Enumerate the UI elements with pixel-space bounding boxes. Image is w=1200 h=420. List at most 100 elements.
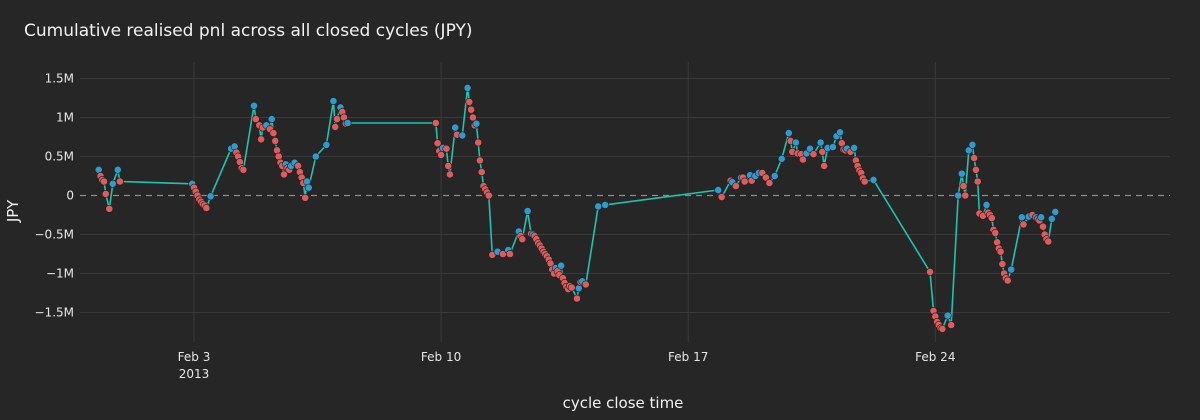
up-point-marker [601, 200, 610, 209]
up-point-marker [557, 261, 565, 270]
up-point-marker [1047, 214, 1056, 223]
x-tick-label: Feb 3 [178, 350, 211, 364]
down-point-marker [442, 144, 451, 153]
up-point-marker [829, 143, 837, 151]
down-point-marker [762, 173, 770, 182]
down-point-marker [1003, 276, 1012, 285]
up-point-marker [594, 202, 603, 211]
down-point-marker [998, 260, 1007, 268]
chart-title: Cumulative realised pnl across all close… [24, 21, 472, 41]
up-point-marker [113, 165, 122, 174]
down-point-marker [431, 119, 440, 127]
down-point-marker [959, 182, 968, 190]
down-point-marker [938, 324, 947, 333]
down-point-marker [732, 182, 740, 190]
down-point-marker [860, 177, 869, 186]
up-point-marker [329, 97, 338, 105]
up-point-marker [816, 138, 825, 147]
up-point-marker [472, 119, 481, 128]
up-point-marker [311, 152, 320, 161]
y-tick-label: −0.5M [35, 228, 75, 242]
down-point-marker [961, 191, 970, 200]
up-point-marker [1051, 207, 1060, 216]
down-point-marker [100, 177, 108, 186]
up-point-marker [463, 84, 472, 92]
up-point-marker [458, 131, 467, 140]
down-point-marker [1039, 222, 1047, 231]
x-axis-label: cycle close time [563, 394, 684, 412]
down-point-marker [1019, 220, 1028, 229]
up-point-marker [836, 128, 844, 137]
down-point-marker [765, 179, 774, 187]
up-point-marker [770, 172, 779, 180]
down-point-marker [505, 250, 514, 258]
up-point-marker [777, 154, 786, 163]
x-tick-label: Feb 10 [421, 350, 461, 364]
grid-lines [80, 62, 1170, 342]
down-point-marker [239, 165, 248, 174]
down-point-marker [1044, 237, 1053, 246]
x-axis-ticks: Feb 3 2013 Feb 10 Feb 17 Feb 24 [178, 350, 956, 381]
down-point-marker [271, 136, 280, 145]
down-point-marker [926, 267, 934, 276]
pnl-series [94, 84, 1060, 333]
down-point-marker [740, 177, 749, 186]
down-point-marker [468, 113, 477, 122]
up-point-marker [964, 146, 973, 155]
down-point-marker [251, 115, 260, 123]
down-point-marker [477, 168, 486, 176]
up-point-marker [250, 101, 258, 110]
down-point-marker [467, 105, 475, 114]
y-tick-label: 1M [56, 111, 74, 125]
down-point-marker [947, 321, 956, 329]
up-point-marker [714, 186, 723, 194]
down-point-marker [717, 193, 726, 201]
x-tick-label: 2013 [179, 367, 210, 381]
down-point-marker [280, 170, 288, 179]
down-point-marker [269, 129, 278, 137]
down-point-marker [991, 228, 1000, 237]
up-point-marker [451, 123, 460, 132]
down-point-marker [433, 139, 442, 148]
down-point-marker [101, 189, 110, 198]
up-point-marker [869, 175, 878, 184]
down-point-marker [567, 283, 576, 292]
up-point-marker [322, 140, 331, 149]
down-point-marker [202, 204, 211, 212]
y-tick-label: 0 [66, 189, 74, 203]
down-point-marker [973, 177, 982, 186]
down-point-marker [437, 150, 445, 159]
up-point-marker [850, 143, 858, 152]
down-point-marker [474, 138, 483, 147]
y-tick-label: 0.5M [45, 150, 74, 164]
down-point-marker [333, 115, 341, 123]
up-point-marker [968, 140, 977, 149]
up-point-marker [267, 115, 276, 123]
down-point-marker [987, 214, 996, 222]
down-point-marker [116, 177, 124, 186]
up-point-marker [806, 144, 814, 153]
down-point-marker [484, 191, 493, 200]
up-point-marker [954, 191, 963, 200]
down-point-marker [445, 170, 454, 179]
x-tick-label: Feb 17 [668, 350, 708, 364]
up-point-marker [1017, 213, 1026, 222]
down-point-marker [820, 161, 828, 170]
down-point-marker [475, 156, 484, 165]
y-tick-label: −1M [46, 267, 74, 281]
down-point-marker [444, 161, 453, 170]
y-axis-ticks: 1.5M 1M 0.5M 0 −0.5M −1M −1.5M [35, 72, 75, 320]
down-point-marker [996, 247, 1005, 256]
down-point-marker [970, 154, 978, 162]
y-axis-label: JPY [4, 199, 22, 223]
down-point-marker [581, 280, 590, 289]
up-point-marker [784, 129, 793, 137]
down-point-marker [573, 294, 581, 303]
down-point-marker [518, 235, 527, 244]
x-tick-label: Feb 24 [915, 350, 955, 364]
up-point-marker [304, 183, 313, 192]
up-point-marker [957, 169, 966, 178]
up-point-marker [1037, 213, 1046, 222]
up-point-marker [943, 311, 952, 320]
